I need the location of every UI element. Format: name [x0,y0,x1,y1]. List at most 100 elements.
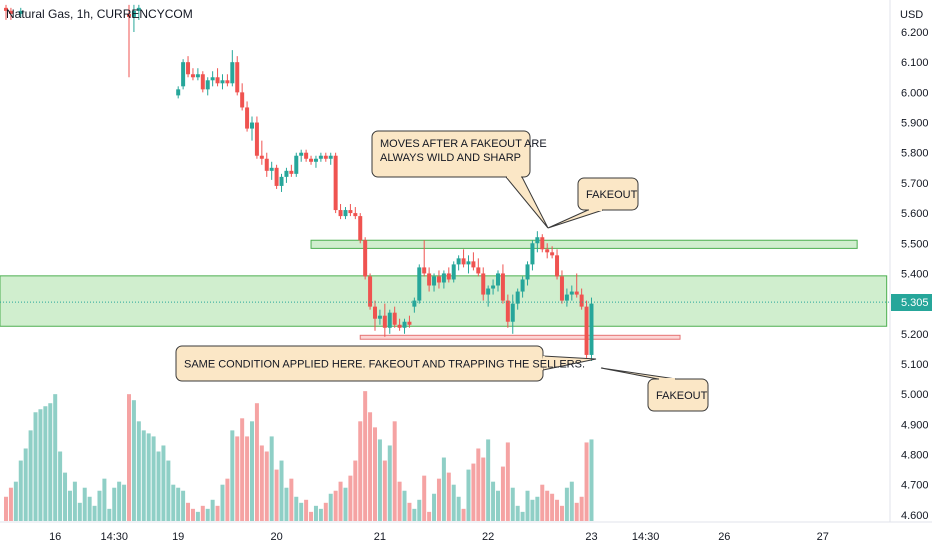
candle-layer [4,4,594,361]
candle-body [500,273,505,301]
volume-bar [574,502,579,521]
callout-text: FAKEOUT [586,189,638,201]
volume-bar [304,499,309,521]
volume-bar [584,442,589,521]
candle-body [422,267,427,274]
volume-bar [535,496,540,521]
time-axis[interactable]: 16 14:30 19 20 21 22 23 14:30 26 27 [49,531,829,543]
volume-bar [540,484,545,521]
candle-body [368,276,373,307]
price-axis[interactable]: 6.200 6.100 6.000 5.900 5.800 5.700 5.600 5.500… [901,27,929,522]
callout-text: SAME CONDITION APPLIED HERE. FAKEOUT AND… [184,359,585,371]
candle-body [377,315,382,319]
volume-bar [181,490,186,521]
candle-body [205,80,210,90]
candle-body [264,158,269,171]
volume-bar [284,487,289,521]
candle-body [540,237,545,250]
volume-bar [33,412,38,521]
candle-body [225,80,230,84]
price-tag-value: 5.305 [901,297,929,309]
price-tick-label: 5.700 [901,178,929,190]
volume-bar [43,406,48,521]
volume-bar [67,490,72,521]
annotation-layer: MOVES AFTER A FAKEOUT ARE ALWAYS WILD AND… [175,130,709,412]
volume-bar [510,487,515,521]
candle-body [318,155,323,159]
volume-bar [515,505,520,521]
volume-bar [550,493,555,521]
volume-bar [432,493,437,521]
candle-body [461,258,466,265]
candle-body [289,170,294,174]
candle-body [181,62,186,87]
candle-body [328,155,333,159]
currency-label: USD [900,9,923,21]
volume-bar [269,436,274,521]
volume-layer [4,391,594,521]
candle-body [220,80,225,84]
price-tick-label: 4.600 [901,510,929,522]
volume-bar [486,439,491,521]
candle-body [446,273,451,280]
volume-bar [294,496,299,521]
time-tick-label: 21 [374,531,386,543]
volume-bar [136,421,141,521]
volume-bar [333,490,338,521]
candle-body [417,267,422,301]
candle-body [230,62,235,84]
candle-body [127,13,131,17]
volume-bar [382,460,387,521]
time-tick-label: 23 [585,531,597,543]
volume-bar [77,502,82,521]
volume-bar [205,508,210,521]
candle-body [274,167,279,186]
volume-bar [107,508,112,521]
volume-bar [28,430,33,521]
volume-bar [97,490,102,521]
volume-bar [127,394,131,521]
candle-body [476,267,481,274]
volume-bar [146,433,151,521]
candle-body [471,261,476,268]
time-tick-label: 16 [49,531,61,543]
price-tick-label: 4.900 [901,419,929,431]
callout-box [577,177,639,211]
volume-bar [186,502,191,521]
price-tick-label: 4.800 [901,450,929,462]
note-fakeout-top: FAKEOUT [547,177,639,229]
candle-body [309,158,314,162]
volume-bar [402,490,407,521]
candle-body [284,170,289,177]
volume-bar [466,469,471,521]
volume-bar [422,475,427,521]
volume-bar [4,496,8,521]
candle-body [407,321,412,325]
volume-bar [82,487,87,521]
volume-bar [92,505,97,521]
volume-bar [176,487,181,521]
candle-body [323,155,328,159]
candle-body [505,300,510,322]
candle-body [245,107,250,129]
candle-body [510,303,515,322]
callout-text: MOVES AFTER A FAKEOUT ARE [380,138,547,150]
callout-box [647,378,709,412]
volume-bar [318,508,323,521]
chart-title: Natural Gas, 1h, CURRENCYCOM [6,7,193,21]
price-tick-label: 5.500 [901,238,929,250]
callout-text: FAKEOUT [656,390,708,402]
volume-bar [190,508,195,521]
candle-body [176,89,181,96]
candle-body [486,288,491,295]
candle-body [299,152,304,156]
volume-bar [569,481,574,521]
zone-support [359,334,681,340]
note-fakeout-bottom: FAKEOUT [600,367,709,412]
price-tick-label: 5.800 [901,148,929,160]
volume-bar [358,421,363,521]
volume-bar [363,391,368,521]
candle-body [343,210,348,217]
